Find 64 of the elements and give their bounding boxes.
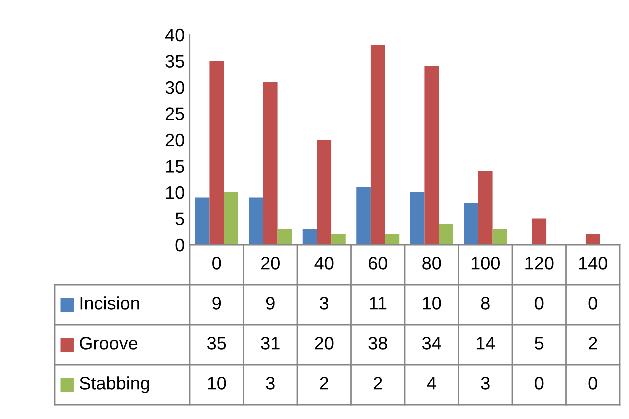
- data-label: 2: [320, 377, 328, 390]
- bar: [224, 192, 238, 245]
- data-label: 2: [589, 337, 598, 350]
- bar: [439, 224, 454, 245]
- legend-label: Stabbing: [80, 376, 150, 394]
- y-tick-label: 30: [166, 81, 184, 94]
- bar: [385, 234, 400, 245]
- data-label: 3: [320, 297, 329, 310]
- y-tick-label: 40: [165, 28, 184, 42]
- data-label: 10: [423, 297, 442, 310]
- data-label: 3: [481, 377, 490, 390]
- bar: [302, 229, 318, 245]
- bar: [249, 198, 264, 245]
- bar: [478, 172, 493, 245]
- bar: [424, 66, 440, 245]
- data-label: 5: [535, 337, 544, 350]
- bar: [317, 140, 332, 245]
- data-label: 31: [261, 337, 280, 350]
- legend-label: Groove: [80, 337, 138, 350]
- x-tick-label: 120: [526, 257, 554, 270]
- y-tick-label: 20: [166, 134, 184, 147]
- y-tick-label: 25: [166, 108, 184, 120]
- y-tick-label: 0: [176, 238, 184, 252]
- bar: [464, 203, 478, 245]
- data-label: 3: [266, 377, 275, 390]
- y-tick-label: 5: [176, 212, 184, 226]
- bar: [278, 229, 292, 245]
- data-label: 0: [588, 297, 598, 310]
- data-label: 8: [481, 297, 490, 310]
- bar: [332, 234, 346, 245]
- bar: [492, 229, 508, 245]
- x-tick-label: 100: [472, 257, 500, 270]
- data-label: 20: [315, 337, 334, 350]
- x-tick-label: 80: [422, 257, 442, 270]
- data-label: 2: [374, 377, 382, 390]
- bar: [410, 192, 425, 245]
- legend-label: Incision: [80, 296, 140, 310]
- bar: [370, 46, 386, 245]
- data-label: 0: [535, 297, 544, 310]
- data-label: 0: [588, 377, 598, 390]
- x-tick-label: 0: [212, 257, 222, 270]
- y-tick-label: 35: [166, 55, 184, 68]
- bar: [210, 61, 224, 245]
- x-tick-label: 140: [579, 257, 608, 270]
- data-label: 34: [422, 337, 442, 350]
- data-label: 35: [208, 337, 226, 350]
- x-tick-label: 20: [261, 257, 280, 270]
- data-label: 10: [208, 377, 226, 390]
- y-tick-label: 15: [166, 160, 184, 173]
- data-label: 11: [370, 297, 387, 310]
- x-tick-label: 40: [314, 257, 334, 270]
- bar: [195, 198, 210, 245]
- bar: [356, 187, 371, 245]
- x-tick-label: 60: [369, 257, 388, 270]
- data-label: 38: [368, 337, 388, 350]
- data-label: 9: [212, 297, 222, 310]
- y-tick-label: 10: [166, 186, 184, 200]
- bar: [263, 82, 278, 245]
- data-label: 0: [535, 377, 544, 390]
- data-label: 4: [427, 377, 436, 390]
- data-label: 9: [266, 297, 275, 310]
- bar: [532, 218, 547, 245]
- data-label: 14: [476, 337, 496, 350]
- bar: [586, 234, 600, 245]
